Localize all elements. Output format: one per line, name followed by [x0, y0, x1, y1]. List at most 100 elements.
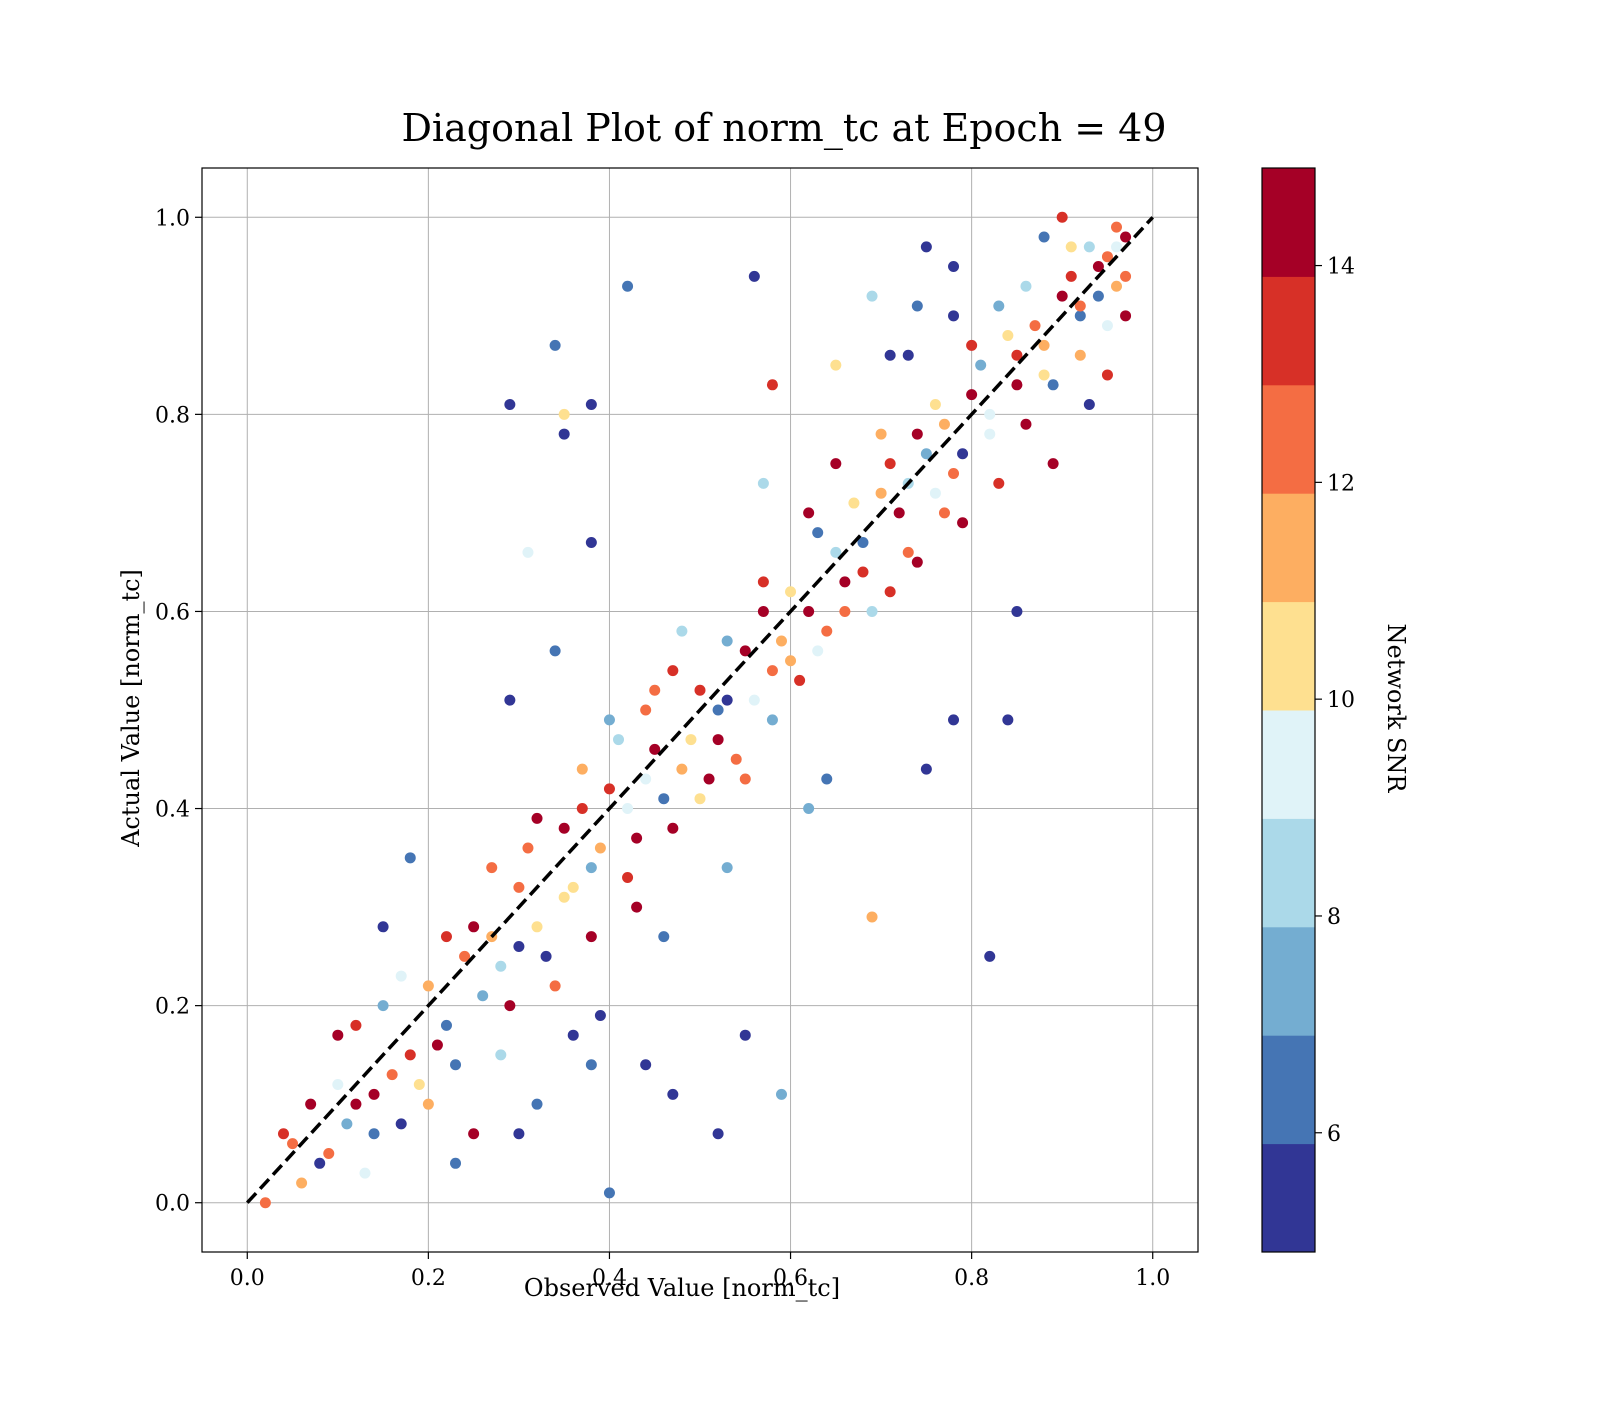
scatter-point [929, 399, 941, 411]
x-axis-label: Observed Value [norm_tc] [524, 1274, 840, 1302]
scatter-point [440, 931, 452, 943]
scatter-point [422, 980, 434, 992]
scatter-point [413, 1078, 425, 1090]
scatter-point [522, 546, 534, 558]
scatter-point [857, 536, 869, 548]
scatter-point [667, 665, 679, 677]
scatter-point [739, 1029, 751, 1041]
scatter-point [1002, 330, 1014, 342]
scatter-point [1038, 369, 1050, 381]
scatter-point [739, 645, 751, 657]
scatter-point [1038, 231, 1050, 243]
scatter-point [377, 1000, 389, 1012]
scatter-point [938, 507, 950, 519]
colorbar-tick-label: 10 [1327, 688, 1355, 713]
scatter-point [984, 408, 996, 420]
scatter-point [1120, 310, 1132, 322]
scatter-point [603, 1187, 615, 1199]
scatter-point [522, 842, 534, 854]
scatter-point [350, 1019, 362, 1031]
scatter-point [848, 497, 860, 509]
scatter-point [803, 803, 815, 815]
scatter-point [513, 881, 525, 893]
reference-line [245, 216, 1155, 1204]
scatter-point [395, 970, 407, 982]
scatter-point [1111, 280, 1123, 292]
colorbar-tick-label: 8 [1327, 905, 1341, 930]
scatter-point [1047, 379, 1059, 391]
scatter-point [775, 1088, 787, 1100]
scatter-point [1047, 458, 1059, 470]
scatter-point [658, 793, 670, 805]
scatter-point [613, 734, 625, 746]
scatter-point [984, 950, 996, 962]
scatter-point [902, 349, 914, 361]
scatter-point [929, 487, 941, 499]
scatter-point [866, 911, 878, 923]
scatter-point [1101, 320, 1113, 332]
scatter-point [966, 389, 978, 401]
y-tick-label: 0.0 [155, 1192, 190, 1217]
scatter-point [712, 704, 724, 716]
scatter-point [558, 822, 570, 834]
scatter-point [812, 645, 824, 657]
scatter-point [332, 1078, 344, 1090]
scatter-point [1011, 379, 1023, 391]
x-tick-label: 1.0 [1135, 1266, 1170, 1291]
scatter-point [785, 586, 797, 598]
colorbar-segment [1262, 1143, 1315, 1253]
scatter-point [875, 428, 887, 440]
scatter-point [694, 684, 706, 696]
scatter-point [631, 832, 643, 844]
scatter-point [323, 1147, 335, 1159]
scatter-point [948, 261, 960, 273]
colorbar-segment [1262, 710, 1315, 819]
scatter-point [603, 783, 615, 795]
colorbar-tick-label: 6 [1327, 1122, 1341, 1147]
scatter-point [766, 714, 778, 726]
scatter-point [821, 625, 833, 637]
scatter-point [549, 339, 561, 351]
scatter-point [830, 359, 842, 371]
x-tick-label: 0.6 [773, 1266, 808, 1291]
scatter-point [757, 576, 769, 588]
scatter-point [495, 1049, 507, 1061]
scatter-point [884, 586, 896, 598]
scatter-point [1074, 349, 1086, 361]
scatter-point [1020, 280, 1032, 292]
scatter-point [957, 448, 969, 460]
scatter-point [531, 812, 543, 824]
colorbar-segment [1262, 276, 1315, 386]
scatter-point [450, 1157, 462, 1169]
scatter-point [332, 1029, 344, 1041]
scatter-point [730, 753, 742, 765]
scatter-point [694, 793, 706, 805]
scatter-point [1065, 270, 1077, 282]
scatter-point [1074, 300, 1086, 312]
chart-title: Diagonal Plot of norm_tc at Epoch = 49 [401, 106, 1166, 151]
plot-frame [201, 167, 1199, 1253]
scatter-point [296, 1177, 308, 1189]
scatter-point [658, 931, 670, 943]
scatter-point [975, 359, 987, 371]
scatter-point [866, 290, 878, 302]
scatter-point [993, 300, 1005, 312]
scatter-point [649, 684, 661, 696]
scatter-point [721, 862, 733, 874]
scatter-point [884, 349, 896, 361]
scatter-point [830, 458, 842, 470]
scatter-point [640, 1059, 652, 1071]
scatter-point [866, 605, 878, 617]
y-tick-label: 0.8 [155, 403, 190, 428]
scatter-point [676, 763, 688, 775]
scatter-point [468, 921, 480, 933]
scatter-point [667, 822, 679, 834]
x-tick-label: 0.8 [954, 1266, 989, 1291]
scatter-point [622, 872, 634, 884]
scatter-point [558, 428, 570, 440]
scatter-point [920, 448, 932, 460]
scatter-point [622, 280, 634, 292]
scatter-point [839, 576, 851, 588]
scatter-point [966, 339, 978, 351]
